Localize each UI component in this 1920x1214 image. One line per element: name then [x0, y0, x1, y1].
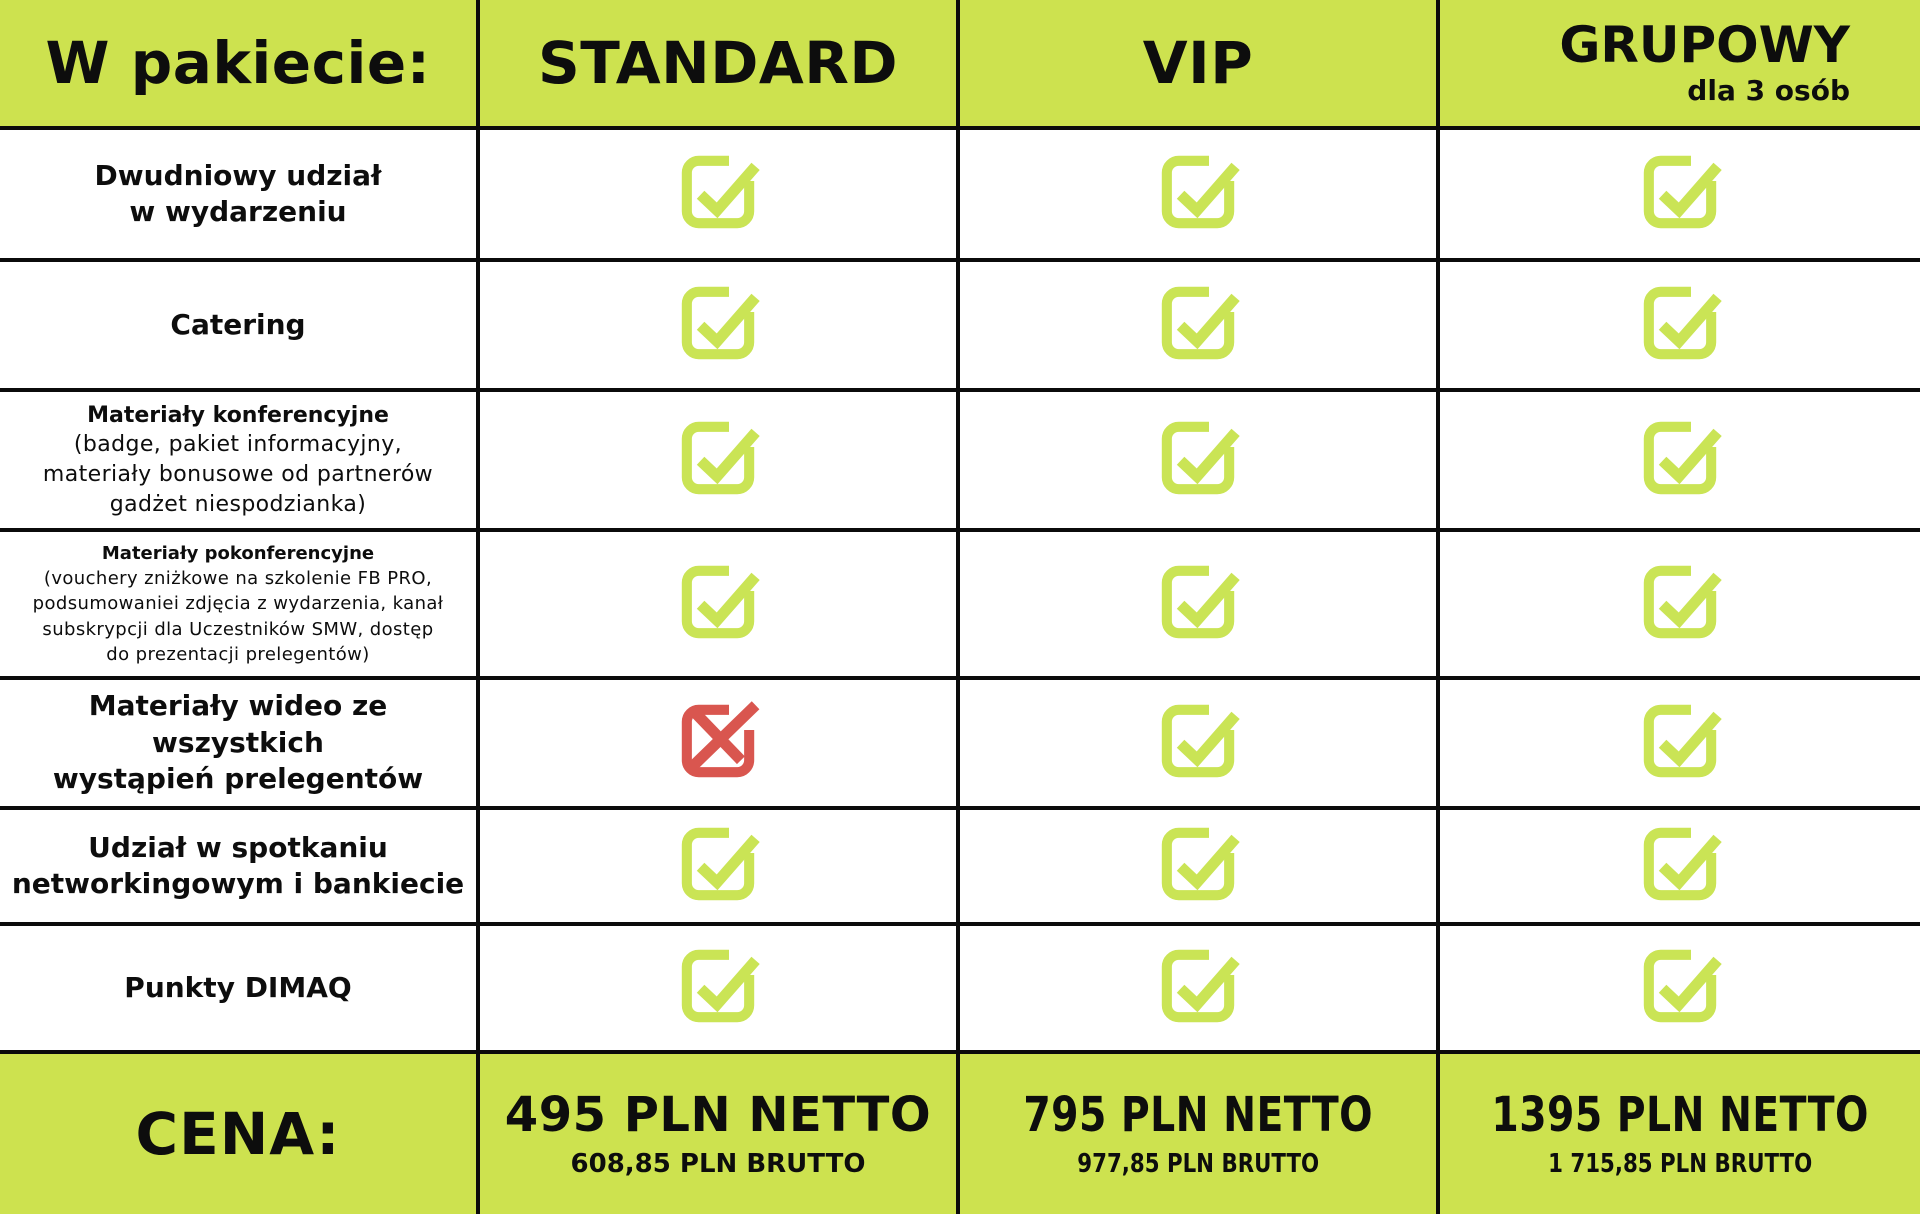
checkbox-check-icon: [1154, 279, 1242, 371]
checkbox-check-icon: [1636, 414, 1724, 506]
feature-mark-cell-grupowy: [1440, 262, 1920, 392]
price-brutto: 1 715,85 PLN BRUTTO: [1547, 1149, 1813, 1179]
feature-mark-cell-standard: [480, 532, 960, 680]
feature-mark-cell-standard: [480, 810, 960, 926]
checkbox-check-icon: [674, 279, 762, 371]
feature-label: Udział w spotkaniu networkingowym i bank…: [11, 830, 465, 900]
feature-label-cell: Materiały wideo ze wszystkich wystąpień …: [0, 680, 480, 810]
checkbox-cross-icon: [674, 697, 762, 789]
checkbox-check-icon: [674, 558, 762, 650]
price-row-label: CENA:: [135, 1100, 341, 1168]
feature-label: Punkty DIMAQ: [124, 970, 352, 1004]
feature-mark-cell-vip: [960, 810, 1440, 926]
checkbox-check-icon: [1636, 820, 1724, 912]
checkbox-check-icon: [1154, 942, 1242, 1034]
checkbox-check-icon: [674, 414, 762, 506]
feature-mark-cell-vip: [960, 392, 1440, 532]
checkbox-check-icon: [674, 942, 762, 1034]
checkbox-check-icon: [1636, 148, 1724, 240]
checkbox-check-icon: [1154, 148, 1242, 240]
feature-label-cell: Materiały pokonferencyjne (vouchery zniżk…: [0, 532, 480, 680]
feature-label-cell: Punkty DIMAQ: [0, 926, 480, 1054]
checkbox-check-icon: [1154, 697, 1242, 789]
price-cell-vip: 795 PLN NETTO 977,85 PLN BRUTTO: [960, 1054, 1440, 1214]
checkbox-check-icon: [1154, 558, 1242, 650]
price-brutto: 608,85 PLN BRUTTO: [570, 1149, 866, 1179]
price-netto: 1395 PLN NETTO: [1491, 1087, 1869, 1143]
feature-mark-cell-vip: [960, 926, 1440, 1054]
feature-label-cell: Materiały konferencyjne (badge, pakiet in…: [0, 392, 480, 532]
feature-sublabel: (vouchery zniżkowe na szkolenie FB PRO, …: [32, 568, 444, 665]
price-cell-standard: 495 PLN NETTO 608,85 PLN BRUTTO: [480, 1054, 960, 1214]
feature-mark-cell-standard: [480, 130, 960, 262]
feature-mark-cell-standard: [480, 680, 960, 810]
feature-mark-cell-vip: [960, 680, 1440, 810]
checkbox-check-icon: [674, 820, 762, 912]
header-cell-standard: STANDARD: [480, 0, 960, 130]
feature-sublabel: (badge, pakiet informacyjny, materiały b…: [42, 432, 434, 517]
package-title-vip: VIP: [1142, 29, 1254, 97]
feature-mark-cell-vip: [960, 532, 1440, 680]
checkbox-check-icon: [1636, 558, 1724, 650]
feature-mark-cell-grupowy: [1440, 810, 1920, 926]
feature-mark-cell-grupowy: [1440, 926, 1920, 1054]
checkbox-check-icon: [1636, 942, 1724, 1034]
checkbox-check-icon: [1636, 697, 1724, 789]
price-row-label-cell: CENA:: [0, 1054, 480, 1214]
feature-column-title: W pakiecie:: [45, 29, 431, 97]
feature-mark-cell-vip: [960, 130, 1440, 262]
feature-label: Materiały pokonferencyjne: [101, 543, 375, 565]
price-brutto: 977,85 PLN BRUTTO: [1077, 1149, 1319, 1179]
checkbox-check-icon: [1154, 820, 1242, 912]
checkbox-check-icon: [674, 148, 762, 240]
feature-mark-cell-standard: [480, 392, 960, 532]
feature-mark-cell-grupowy: [1440, 680, 1920, 810]
price-cell-grupowy: 1395 PLN NETTO 1 715,85 PLN BRUTTO: [1440, 1054, 1920, 1214]
feature-label: Materiały konferencyjne: [87, 402, 389, 428]
feature-label-cell: Udział w spotkaniu networkingowym i bank…: [0, 810, 480, 926]
feature-label: Dwudniowy udział w wydarzeniu: [94, 158, 382, 228]
package-subtitle-grupowy: dla 3 osób: [1687, 73, 1850, 107]
price-netto: 795 PLN NETTO: [1023, 1087, 1373, 1143]
feature-label-cell: Dwudniowy udział w wydarzeniu: [0, 130, 480, 262]
header-cell-vip: VIP: [960, 0, 1440, 130]
price-netto: 495 PLN NETTO: [504, 1087, 932, 1143]
checkbox-check-icon: [1154, 414, 1242, 506]
header-cell-grupowy: GRUPOWY dla 3 osób: [1440, 0, 1920, 130]
feature-label-cell: Catering: [0, 262, 480, 392]
header-cell-features: W pakiecie:: [0, 0, 480, 130]
feature-mark-cell-standard: [480, 926, 960, 1054]
checkbox-check-icon: [1636, 279, 1724, 371]
feature-mark-cell-grupowy: [1440, 392, 1920, 532]
feature-label: Catering: [170, 307, 306, 341]
feature-mark-cell-standard: [480, 262, 960, 392]
package-title-grupowy: GRUPOWY: [1559, 16, 1850, 75]
feature-label: Materiały wideo ze wszystkich wystąpień …: [52, 689, 424, 796]
feature-mark-cell-grupowy: [1440, 130, 1920, 262]
feature-mark-cell-vip: [960, 262, 1440, 392]
package-title-standard: STANDARD: [537, 29, 899, 97]
feature-mark-cell-grupowy: [1440, 532, 1920, 680]
